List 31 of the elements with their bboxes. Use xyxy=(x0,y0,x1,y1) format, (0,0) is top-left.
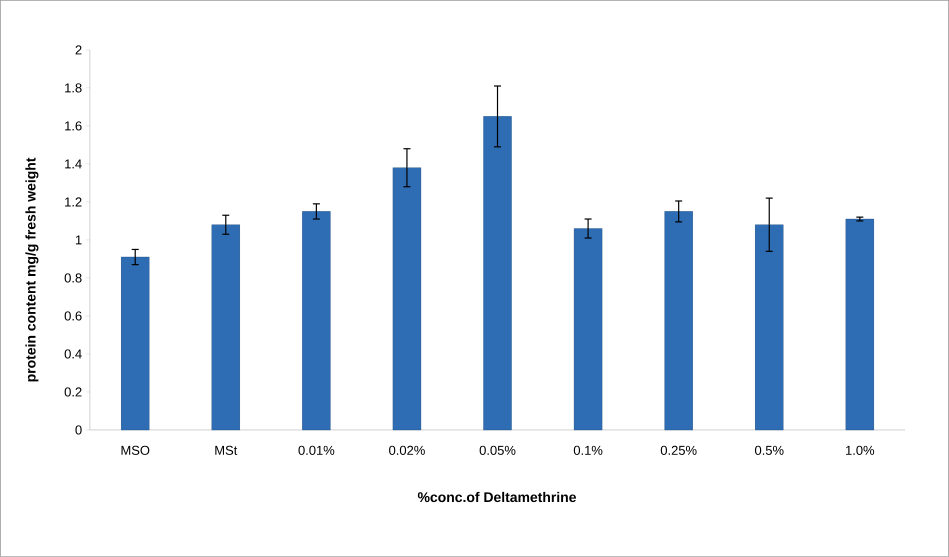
y-tick-label: 0.8 xyxy=(64,273,82,283)
y-tick-label: 2 xyxy=(76,45,82,54)
x-axis-title: %conc.of Deltamethrine xyxy=(418,492,576,502)
y-tick-label: 0.4 xyxy=(64,349,82,359)
x-tick-label: MSO xyxy=(122,446,150,455)
bar xyxy=(302,211,331,430)
bar xyxy=(664,211,693,430)
y-tick-label: 1.8 xyxy=(65,83,82,93)
y-tick-label: 1 xyxy=(76,236,82,244)
bar xyxy=(392,168,422,430)
bar xyxy=(121,256,150,430)
x-tick-label: 0.5% xyxy=(754,446,784,455)
x-tick-label: 0.1% xyxy=(574,446,602,455)
bar xyxy=(755,224,784,430)
x-tick-label: 0.01% xyxy=(298,446,334,455)
bar xyxy=(212,224,240,430)
x-tick-label: 1.0% xyxy=(846,446,874,455)
x-tick-label: 0.05% xyxy=(480,446,516,455)
y-tick-label: 1.4 xyxy=(65,160,82,168)
bar xyxy=(483,116,512,430)
y-tick-label: 0.6 xyxy=(64,311,82,321)
x-tick-label: 0.02% xyxy=(389,446,425,455)
bar xyxy=(574,228,602,430)
bar xyxy=(846,218,874,430)
y-tick-label: 1.6 xyxy=(65,121,82,131)
y-axis-title: protein content mg/g fresh weight xyxy=(25,158,38,382)
y-tick-label: 0.2 xyxy=(64,387,82,397)
x-tick-label: 0.25% xyxy=(660,446,697,455)
y-tick-label: 1.2 xyxy=(65,197,82,206)
y-tick-label: 0 xyxy=(75,425,82,435)
x-tick-label: MSt xyxy=(215,446,238,455)
